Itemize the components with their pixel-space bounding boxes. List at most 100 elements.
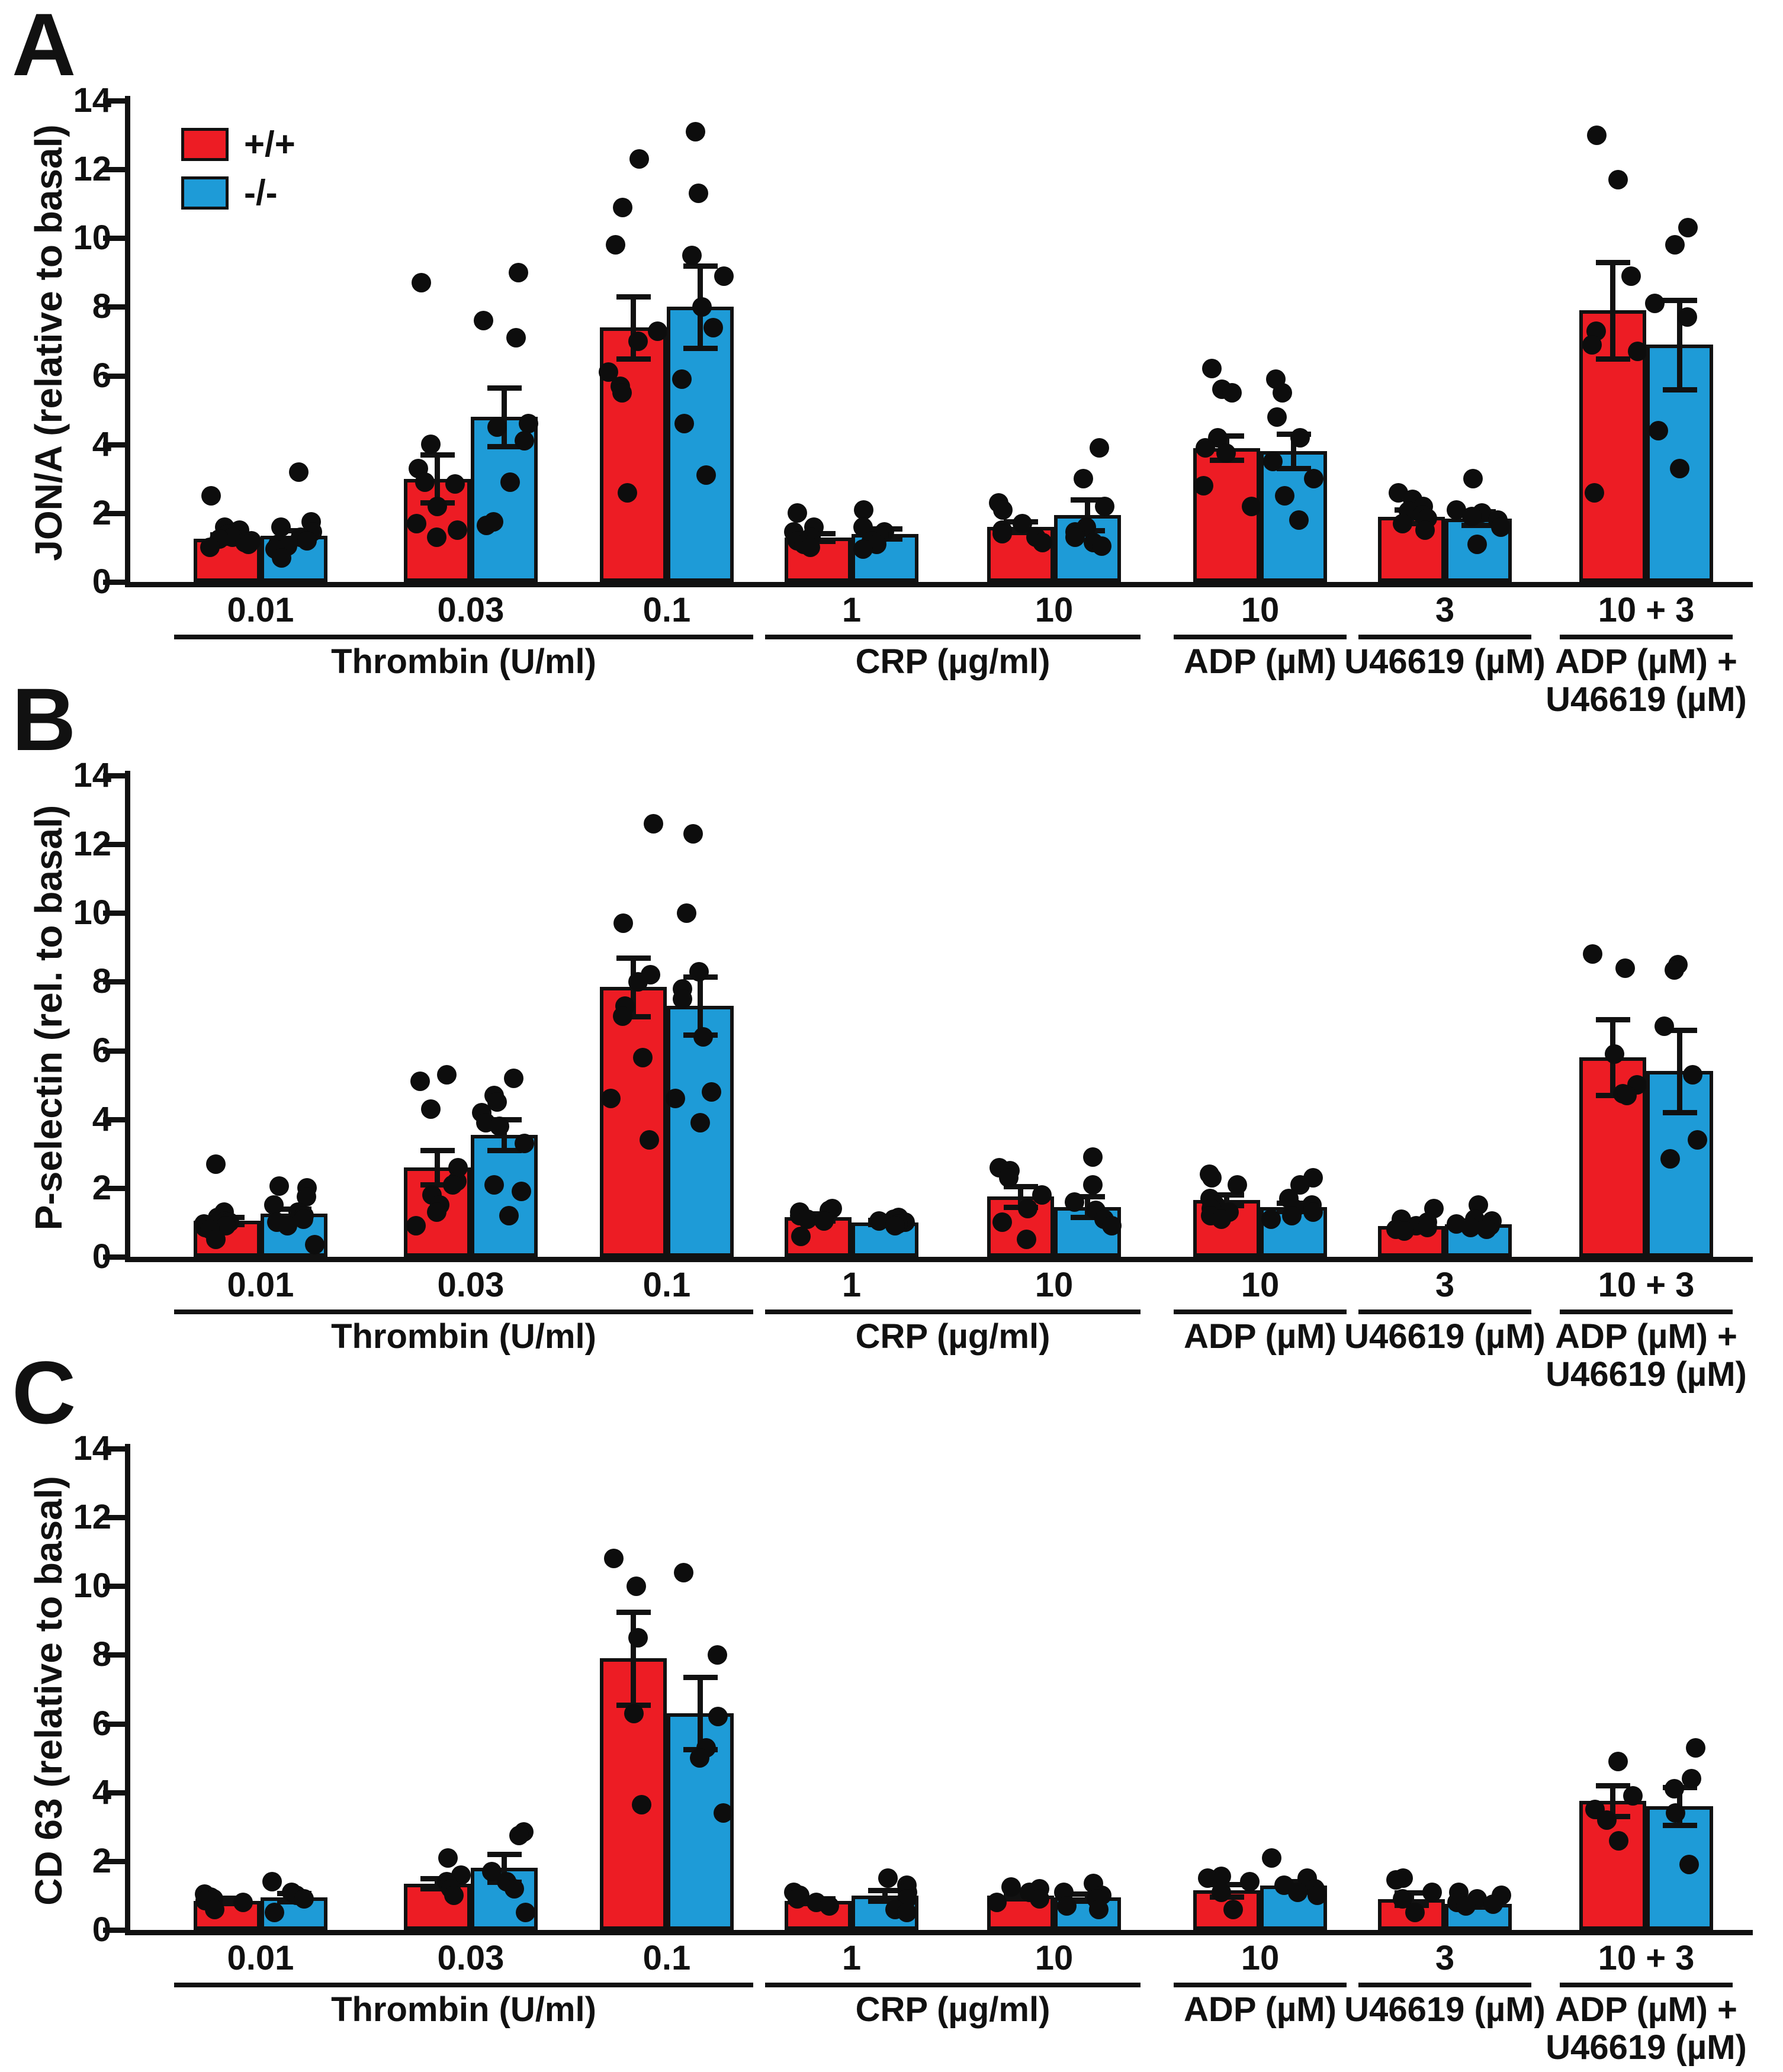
- data-point: [1212, 1209, 1232, 1229]
- error-bar-cap-top: [1595, 1017, 1630, 1023]
- data-point: [601, 1089, 621, 1109]
- x-tick-label: 0.1: [642, 1939, 691, 1977]
- data-point: [1017, 1199, 1037, 1219]
- data-point: [278, 1216, 298, 1236]
- error-bar: [1085, 499, 1090, 530]
- group-label: U46619 (µM): [1344, 1990, 1546, 2029]
- data-point: [427, 1202, 447, 1222]
- data-point: [1665, 1803, 1685, 1823]
- data-point: [1196, 438, 1216, 458]
- data-point: [703, 317, 724, 337]
- data-point: [632, 1047, 653, 1067]
- group-underline: [1560, 1983, 1733, 1987]
- legend-label-wildtype: +/+: [244, 124, 295, 164]
- data-point: [1194, 475, 1214, 496]
- data-point: [201, 486, 221, 506]
- group-label: ADP (µM): [1184, 642, 1337, 681]
- data-point: [1064, 1192, 1084, 1212]
- data-point: [1583, 944, 1603, 964]
- data-point: [885, 1216, 905, 1236]
- legend-swatch-knockout: [181, 176, 229, 210]
- data-point: [1405, 1903, 1425, 1923]
- data-point: [1287, 1882, 1307, 1902]
- y-tick-label: 14: [73, 756, 111, 795]
- data-point: [702, 1082, 722, 1102]
- y-tick: [103, 580, 125, 585]
- y-tick-label: 12: [73, 825, 111, 864]
- data-point: [420, 435, 441, 455]
- data-point: [683, 824, 703, 844]
- data-point: [271, 548, 291, 568]
- data-point: [1029, 1889, 1049, 1909]
- data-point: [1227, 1175, 1247, 1195]
- data-point: [1685, 1738, 1705, 1758]
- group-label: CRP (µg/ml): [855, 1317, 1050, 1356]
- x-tick-label: 10 + 3: [1598, 591, 1695, 629]
- y-tick: [103, 167, 125, 173]
- group-underline: [1358, 1983, 1531, 1987]
- y-tick: [103, 1117, 125, 1122]
- data-point: [437, 1064, 457, 1085]
- data-point: [411, 273, 431, 293]
- data-point: [1303, 1202, 1323, 1222]
- y-tick: [103, 1721, 125, 1727]
- data-point: [643, 813, 663, 834]
- x-tick-label: 10: [1241, 591, 1280, 629]
- data-point: [647, 321, 667, 341]
- x-tick-label: 3: [1435, 1266, 1455, 1304]
- group-underline: [174, 1983, 753, 1987]
- group-label: U46619 (µM): [1344, 642, 1546, 681]
- error-bar-cap-bottom: [683, 346, 718, 352]
- y-axis-line: [125, 96, 130, 587]
- error-bar-cap-bottom: [420, 1886, 455, 1892]
- data-point: [1088, 1899, 1109, 1919]
- y-tick: [103, 510, 125, 516]
- data-point: [603, 1549, 624, 1569]
- data-point: [820, 1896, 840, 1916]
- legend-label-knockout: -/-: [244, 173, 278, 213]
- data-point: [271, 517, 291, 537]
- data-point: [1665, 235, 1685, 255]
- data-point: [1679, 1855, 1700, 1875]
- x-axis-line: [125, 1257, 1753, 1262]
- data-point: [1261, 1209, 1281, 1229]
- error-bar: [698, 976, 703, 1035]
- data-point: [1065, 527, 1085, 547]
- data-point: [1223, 1899, 1244, 1919]
- group-underline: [1174, 635, 1347, 639]
- error-bar-cap-bottom: [868, 1898, 902, 1904]
- y-tick-label: 4: [92, 424, 111, 464]
- error-bar: [1291, 434, 1296, 469]
- y-tick: [103, 1790, 125, 1796]
- group-underline: [1358, 1310, 1531, 1314]
- x-axis-line: [125, 1930, 1753, 1935]
- data-point: [304, 1235, 325, 1255]
- y-tick: [103, 979, 125, 985]
- panel-label-c: C: [12, 1343, 76, 1442]
- y-tick-label: 6: [92, 356, 111, 395]
- data-point: [514, 1133, 534, 1153]
- data-point: [518, 414, 538, 434]
- data-point: [1212, 1882, 1232, 1902]
- data-point: [269, 1176, 290, 1196]
- group-label: Thrombin (U/ml): [331, 1990, 596, 2029]
- y-tick: [103, 910, 125, 916]
- error-bar-cap-top: [1070, 497, 1105, 503]
- data-point: [624, 1703, 644, 1723]
- data-point: [689, 961, 709, 982]
- data-point: [265, 1903, 285, 1923]
- data-point: [1089, 438, 1109, 458]
- data-point: [1649, 420, 1669, 440]
- data-point: [674, 414, 694, 434]
- data-point: [1660, 1149, 1681, 1169]
- group-label: ADP (µM) +: [1555, 642, 1737, 681]
- error-bar-cap-top: [1003, 1183, 1038, 1189]
- group-underline: [1560, 1310, 1733, 1314]
- x-tick-label: 10 + 3: [1598, 1939, 1695, 1977]
- y-axis-line: [125, 1444, 130, 1935]
- data-point: [1422, 1882, 1442, 1902]
- data-point: [445, 474, 465, 494]
- data-point: [1682, 1768, 1702, 1788]
- data-point: [1395, 1221, 1415, 1241]
- data-point: [1687, 1130, 1707, 1150]
